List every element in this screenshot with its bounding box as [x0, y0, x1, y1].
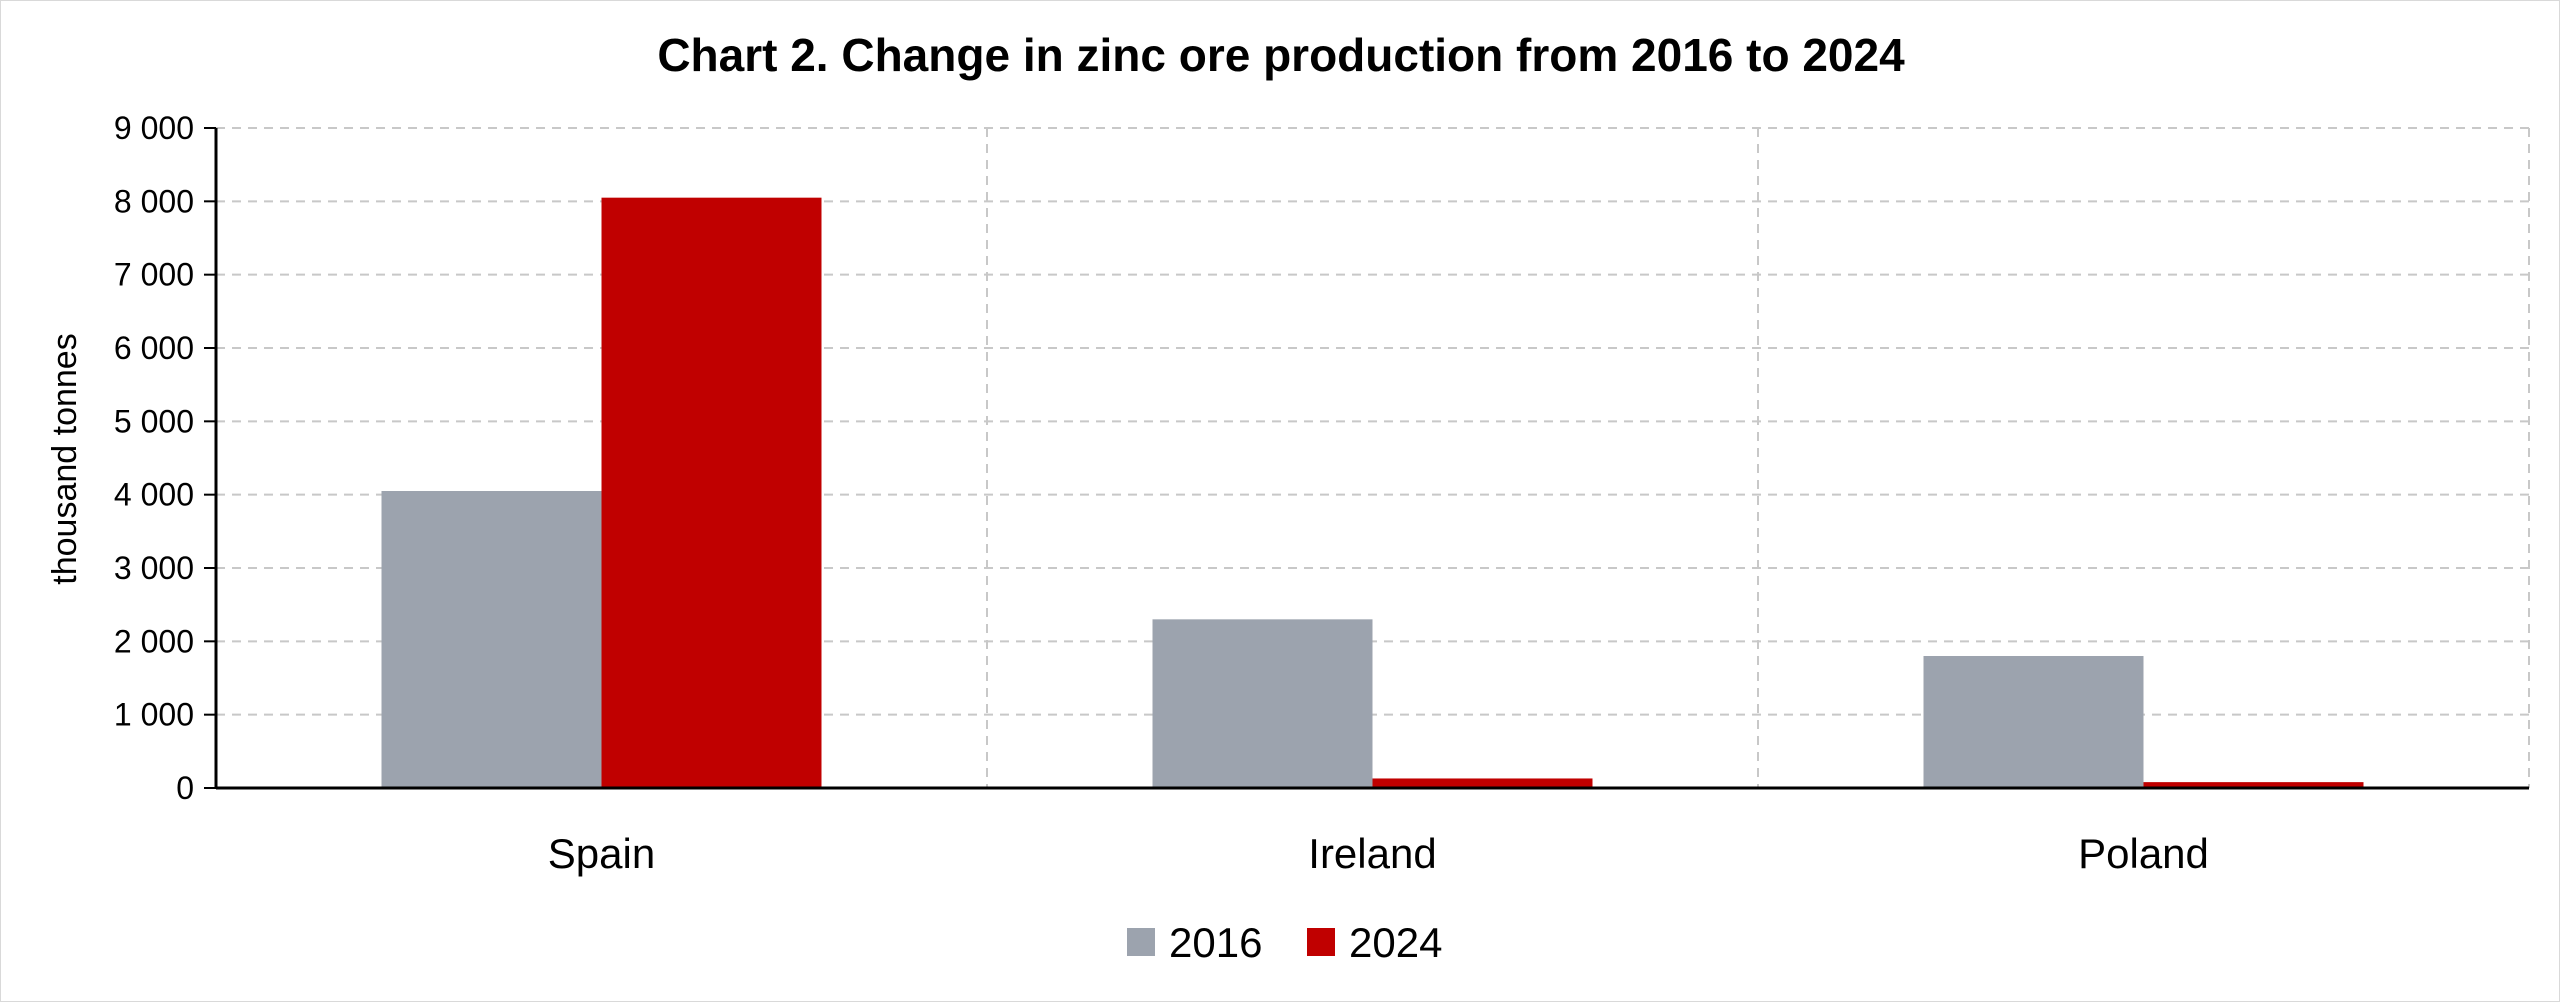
bar-poland-2016 [1923, 656, 2144, 788]
bars [381, 197, 2364, 788]
bar-spain-2024 [601, 197, 822, 788]
y-tick-label: 5 000 [114, 403, 194, 439]
y-tick-label: 1 000 [114, 697, 194, 733]
bar-spain-2016 [381, 491, 602, 788]
y-tick-label: 9 000 [114, 110, 194, 146]
legend-label-2016: 2016 [1169, 919, 1262, 966]
chart-title: Chart 2. Change in zinc ore production f… [657, 29, 1905, 81]
bar-ireland-2016 [1152, 619, 1373, 788]
x-tick-label: Ireland [1308, 830, 1436, 877]
y-tick-label: 8 000 [114, 183, 194, 219]
y-tick-label: 3 000 [114, 550, 194, 586]
axes: 0 1 000 2 000 3 000 4 000 5 000 6 000 7 000 8 00… [114, 110, 2529, 877]
x-tick-label: Spain [548, 830, 655, 877]
legend-swatch-2016 [1127, 928, 1155, 956]
y-tick-label: 6 000 [114, 330, 194, 366]
bar-poland-2024 [2143, 782, 2364, 788]
bar-ireland-2024 [1372, 778, 1593, 788]
x-tick-label: Poland [2078, 830, 2209, 877]
y-tick-label: 7 000 [114, 257, 194, 293]
y-tick-label: 2 000 [114, 623, 194, 659]
y-axis-label: thousand tonnes [46, 333, 84, 584]
y-tick-label: 4 000 [114, 477, 194, 513]
legend-label-2024: 2024 [1349, 919, 1442, 966]
legend: 2016 2024 [1127, 919, 1442, 966]
legend-swatch-2024 [1307, 928, 1335, 956]
y-tick-label: 0 [176, 770, 194, 806]
